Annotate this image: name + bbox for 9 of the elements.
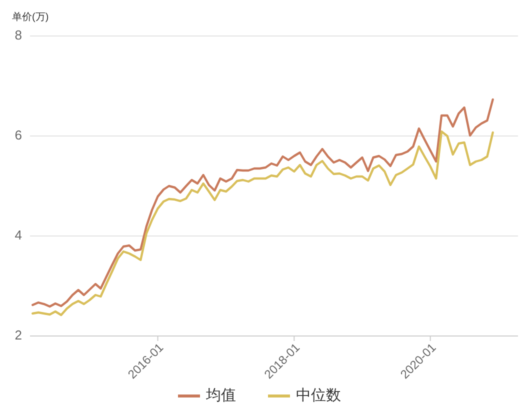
legend-label: 均值 — [205, 386, 236, 404]
y-tick-label: 2 — [14, 327, 22, 342]
y-tick-label: 8 — [14, 27, 22, 42]
line-series — [32, 130, 494, 316]
line-series — [32, 98, 494, 308]
y-tick-label: 6 — [14, 127, 22, 142]
y-tick-label: 4 — [14, 227, 22, 242]
y-axis-title: 单价(万) — [12, 11, 49, 23]
legend-label: 中位数 — [296, 386, 341, 404]
